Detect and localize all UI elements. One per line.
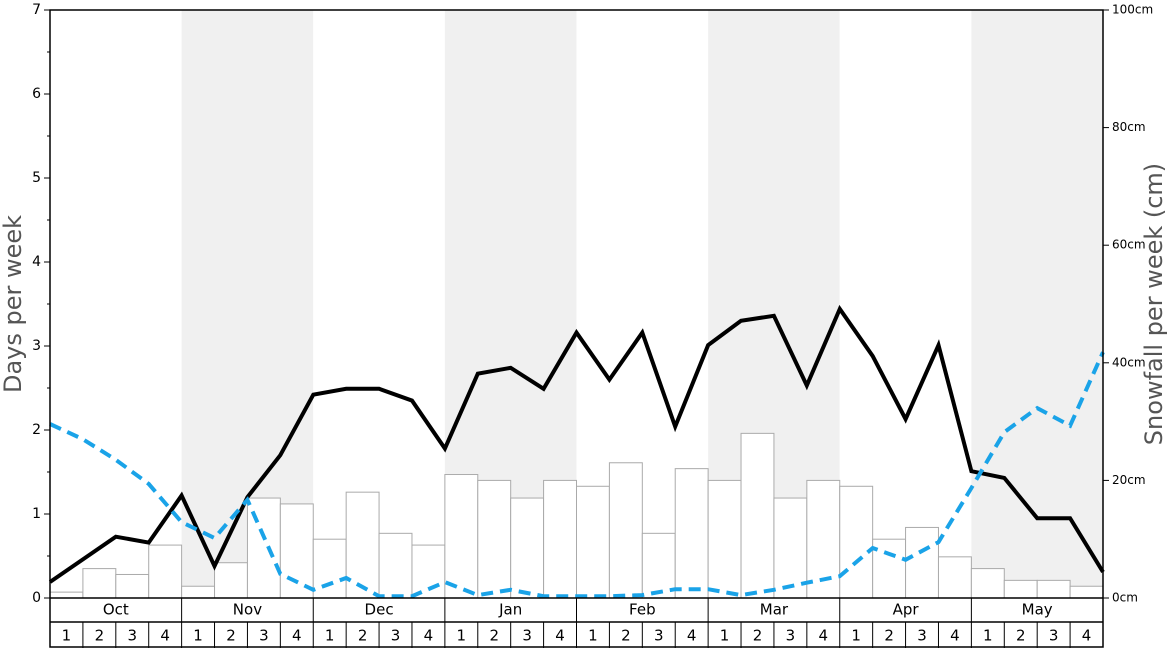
y-tick-label: 0 xyxy=(32,590,41,606)
snowfall-bar xyxy=(576,485,610,599)
y-tick-label: 3 xyxy=(32,338,41,354)
week-label: 2 xyxy=(1016,627,1026,645)
month-label: Feb xyxy=(629,601,656,619)
snowfall-bar xyxy=(608,462,643,599)
week-label: 2 xyxy=(884,627,894,645)
week-label: 4 xyxy=(1082,627,1092,645)
y2-tick-label: 60cm xyxy=(1112,238,1146,252)
week-label: 2 xyxy=(358,627,368,645)
snowfall-bar xyxy=(378,532,413,599)
dashed-line xyxy=(49,351,1105,599)
snowfall-bar xyxy=(115,573,150,599)
week-label: 4 xyxy=(555,627,565,645)
snowfall-bar xyxy=(312,538,347,599)
week-label: 3 xyxy=(654,627,664,645)
week-label: 2 xyxy=(95,627,105,645)
month-label: May xyxy=(1022,601,1053,619)
y-axis-label: Days per week xyxy=(0,215,27,393)
week-label: 1 xyxy=(588,627,598,645)
week-label: 4 xyxy=(160,627,170,645)
snowfall-bar xyxy=(839,485,874,599)
week-label: 4 xyxy=(292,627,302,645)
y2-tick-label: 0cm xyxy=(1112,591,1138,605)
snowfall-bar xyxy=(214,562,248,599)
snowfall-bar xyxy=(543,479,577,599)
snowfall-bar xyxy=(345,491,380,599)
week-label: 2 xyxy=(489,627,499,645)
y2-tick-label: 20cm xyxy=(1112,473,1146,487)
snowfall-bar xyxy=(148,544,183,599)
week-label: 1 xyxy=(193,627,203,645)
week-label: 1 xyxy=(62,627,72,645)
y-tick-label: 4 xyxy=(32,254,41,270)
snowfall-bar xyxy=(411,544,446,599)
snowfall-bar xyxy=(1003,579,1038,599)
snowfall-bar xyxy=(970,568,1005,599)
week-label: 3 xyxy=(522,627,532,645)
snowfall-bar xyxy=(674,468,709,599)
snowfall-bar xyxy=(510,497,545,599)
week-label: 4 xyxy=(819,627,829,645)
month-label: Jan xyxy=(498,601,522,619)
week-label: 3 xyxy=(391,627,401,645)
snowfall-bar xyxy=(740,432,775,599)
y-tick-label: 5 xyxy=(32,170,41,186)
month-label: Mar xyxy=(760,601,789,619)
snowfall-bar xyxy=(707,479,742,599)
y2-axis-label: Snowfall per week (cm) xyxy=(1140,163,1168,445)
week-label: 1 xyxy=(720,627,730,645)
snowfall-bar xyxy=(49,591,84,599)
snowfall-bar xyxy=(905,526,939,599)
month-band xyxy=(50,10,182,598)
week-label: 1 xyxy=(983,627,993,645)
y-tick-label: 7 xyxy=(32,2,41,18)
week-label: 3 xyxy=(786,627,796,645)
snowfall-bar xyxy=(1069,585,1104,599)
week-label: 2 xyxy=(753,627,763,645)
week-label: 3 xyxy=(259,627,269,645)
week-label: 1 xyxy=(457,627,467,645)
snowfall-bar xyxy=(444,474,479,599)
snowfall-bar xyxy=(82,568,117,599)
week-label: 2 xyxy=(226,627,236,645)
y2-tick-label: 80cm xyxy=(1112,120,1146,134)
line xyxy=(48,304,1105,584)
y-tick-label: 2 xyxy=(32,422,41,438)
snowfall-bar xyxy=(1036,579,1071,599)
month-label: Oct xyxy=(103,601,129,619)
month-label: Apr xyxy=(893,601,920,619)
month-label: Nov xyxy=(233,601,262,619)
week-label: 3 xyxy=(917,627,927,645)
snowfall-bar xyxy=(773,497,808,599)
week-label: 3 xyxy=(127,627,137,645)
month-band xyxy=(971,10,1103,598)
week-label: 4 xyxy=(424,627,434,645)
y2-tick-label: 40cm xyxy=(1112,355,1146,369)
week-label: 3 xyxy=(1049,627,1059,645)
snowfall-bar xyxy=(477,479,512,599)
month-label: Dec xyxy=(365,601,394,619)
week-label: 4 xyxy=(687,627,697,645)
y-tick-label: 6 xyxy=(32,86,41,102)
snowfall-bar xyxy=(937,556,972,599)
week-label: 1 xyxy=(851,627,861,645)
week-label: 2 xyxy=(621,627,631,645)
week-label: 4 xyxy=(950,627,960,645)
snowfall-bar xyxy=(872,538,907,599)
week-label: 1 xyxy=(325,627,335,645)
y-tick-label: 1 xyxy=(32,506,41,522)
snowfall-bar xyxy=(181,585,216,599)
y2-tick-label: 100cm xyxy=(1112,3,1153,17)
